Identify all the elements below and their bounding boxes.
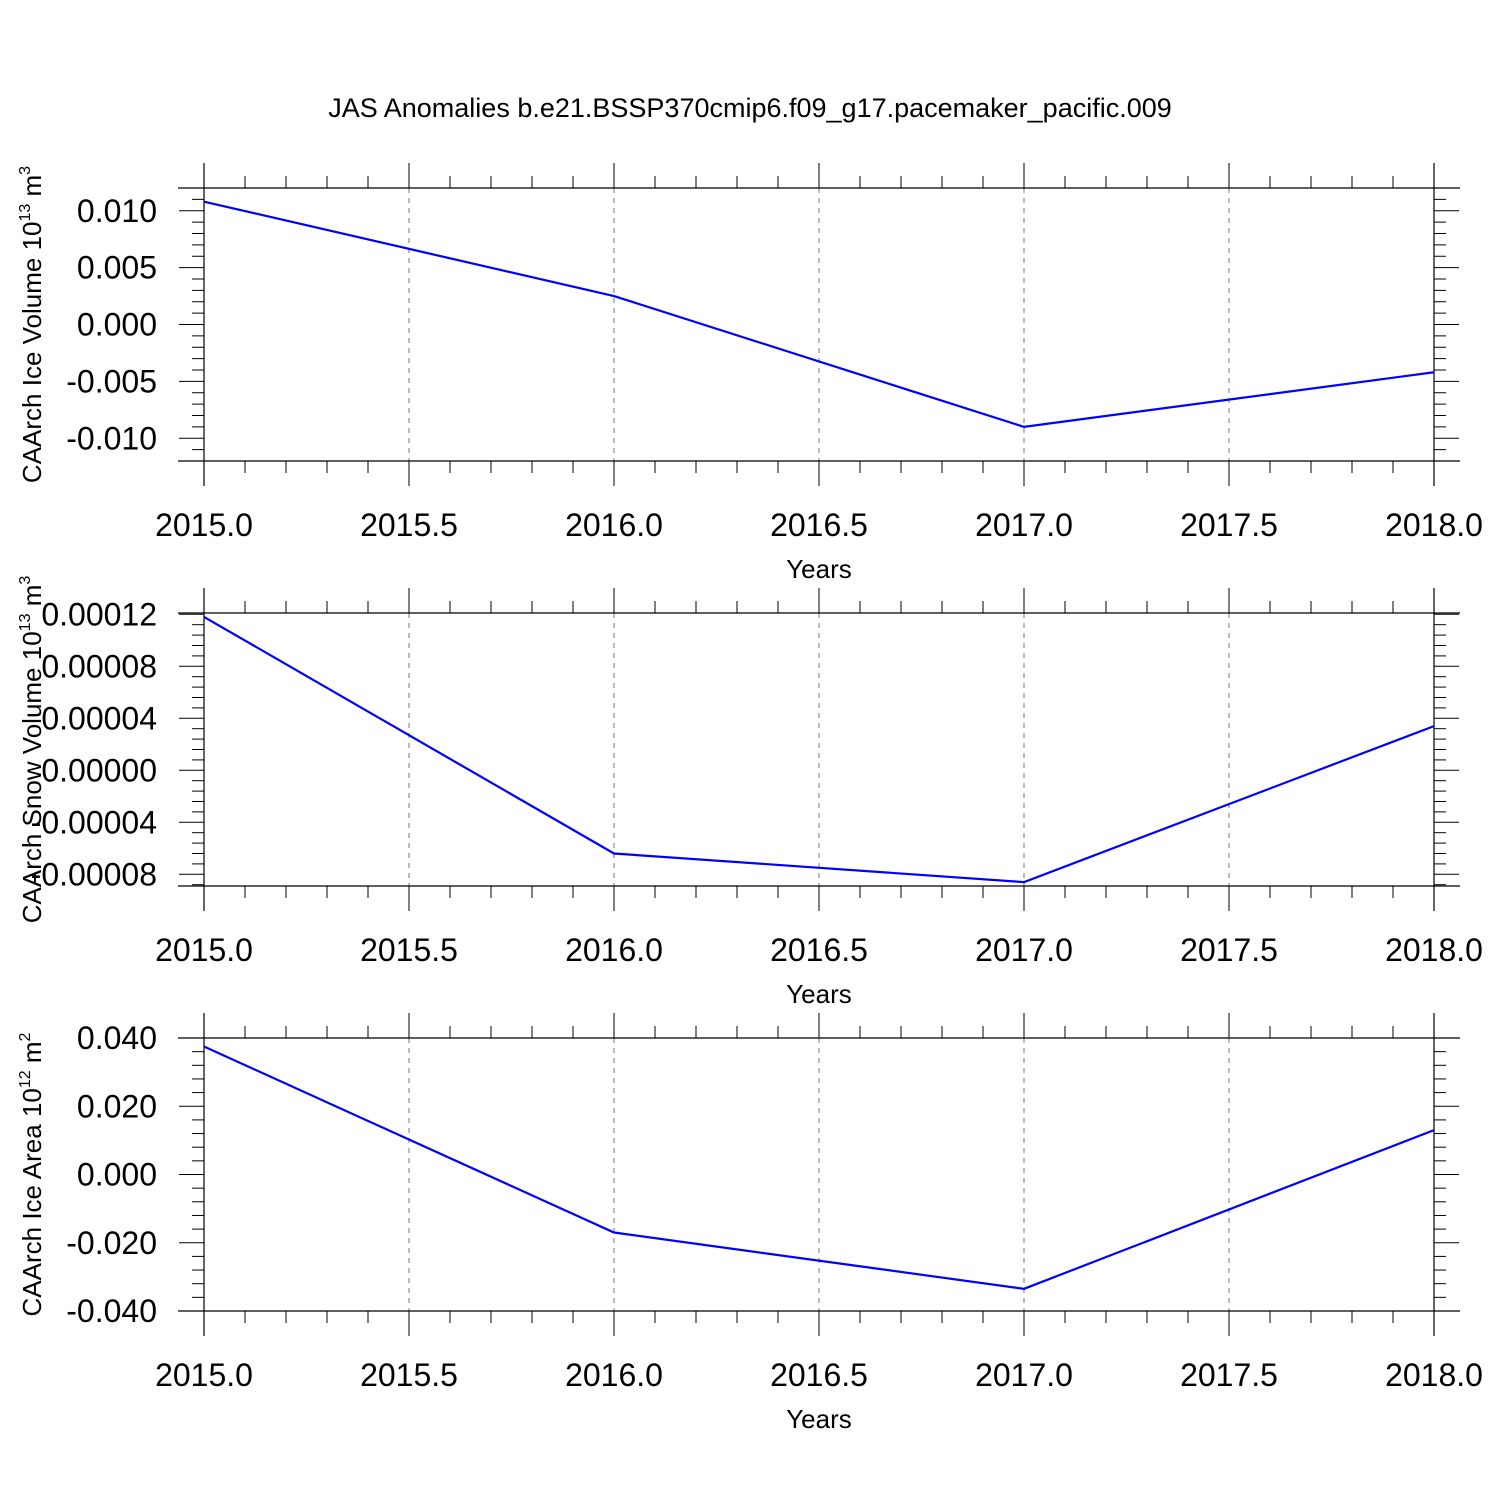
x-tick-label: 2017.0: [975, 507, 1073, 543]
y-tick-label: -0.010: [66, 420, 157, 456]
x-tick-label: 2016.5: [770, 932, 868, 968]
x-tick-label: 2017.5: [1180, 1357, 1278, 1393]
y-axis-label: CAArch Snow Volume 1013 m3: [17, 576, 47, 924]
x-tick-label: 2015.5: [360, 507, 458, 543]
y-tick-label: -0.020: [66, 1225, 157, 1261]
y-tick-label: 0.00008: [41, 648, 157, 684]
y-tick-label: 0.00004: [41, 700, 157, 736]
series-line: [203, 1045, 1435, 1290]
x-tick-label: 2017.0: [975, 1357, 1073, 1393]
x-tick-label: 2018.0: [1385, 507, 1483, 543]
x-tick-label: 2017.0: [975, 932, 1073, 968]
y-tick-label: 0.040: [77, 1020, 157, 1056]
y-tick-label: -0.00004: [31, 804, 157, 840]
x-axis-label: Years: [786, 1404, 852, 1434]
x-tick-label: 2015.5: [360, 1357, 458, 1393]
x-tick-label: 2018.0: [1385, 1357, 1483, 1393]
y-tick-label: 0.005: [77, 250, 157, 286]
x-tick-label: 2015.0: [155, 507, 253, 543]
series-line: [203, 200, 1435, 428]
x-tick-label: 2017.5: [1180, 932, 1278, 968]
x-tick-label: 2016.5: [770, 1357, 868, 1393]
figure-title: JAS Anomalies b.e21.BSSP370cmip6.f09_g17…: [328, 93, 1172, 123]
x-tick-label: 2016.0: [565, 1357, 663, 1393]
y-axis-label: CAArch Ice Volume 1013 m3: [17, 166, 47, 483]
y-tick-label: 0.020: [77, 1088, 157, 1124]
x-tick-label: 2015.0: [155, 932, 253, 968]
series-line: [203, 615, 1435, 884]
x-axis-label: Years: [786, 979, 852, 1009]
x-tick-label: 2018.0: [1385, 932, 1483, 968]
x-tick-label: 2015.0: [155, 1357, 253, 1393]
x-tick-label: 2016.0: [565, 932, 663, 968]
y-axis-label: CAArch Ice Area 1012 m2: [17, 1032, 47, 1316]
x-tick-label: 2017.5: [1180, 507, 1278, 543]
x-tick-label: 2016.5: [770, 507, 868, 543]
y-tick-label: -0.00008: [31, 856, 157, 892]
y-tick-label: 0.010: [77, 193, 157, 229]
y-tick-label: 0.000: [77, 307, 157, 343]
y-tick-label: -0.040: [66, 1293, 157, 1329]
y-tick-label: 0.00012: [41, 596, 157, 632]
y-tick-label: 0.000: [77, 1157, 157, 1193]
x-tick-label: 2015.5: [360, 932, 458, 968]
panel-2: 2015.0 2015.5 2016.0 2016.5 2017.0 2017.5 2018…: [17, 576, 1483, 1009]
y-tick-label: 0.00000: [41, 752, 157, 788]
y-tick-label: -0.005: [66, 363, 157, 399]
panel-1: 2015.0 2015.5 2016.0 2016.5 2017.0 2017.5 2018…: [17, 163, 1483, 584]
x-tick-label: 2016.0: [565, 507, 663, 543]
x-axis-label: Years: [786, 554, 852, 584]
panel-3: 2015.0 2015.5 2016.0 2016.5 2017.0 2017.5 2018…: [17, 1013, 1483, 1434]
